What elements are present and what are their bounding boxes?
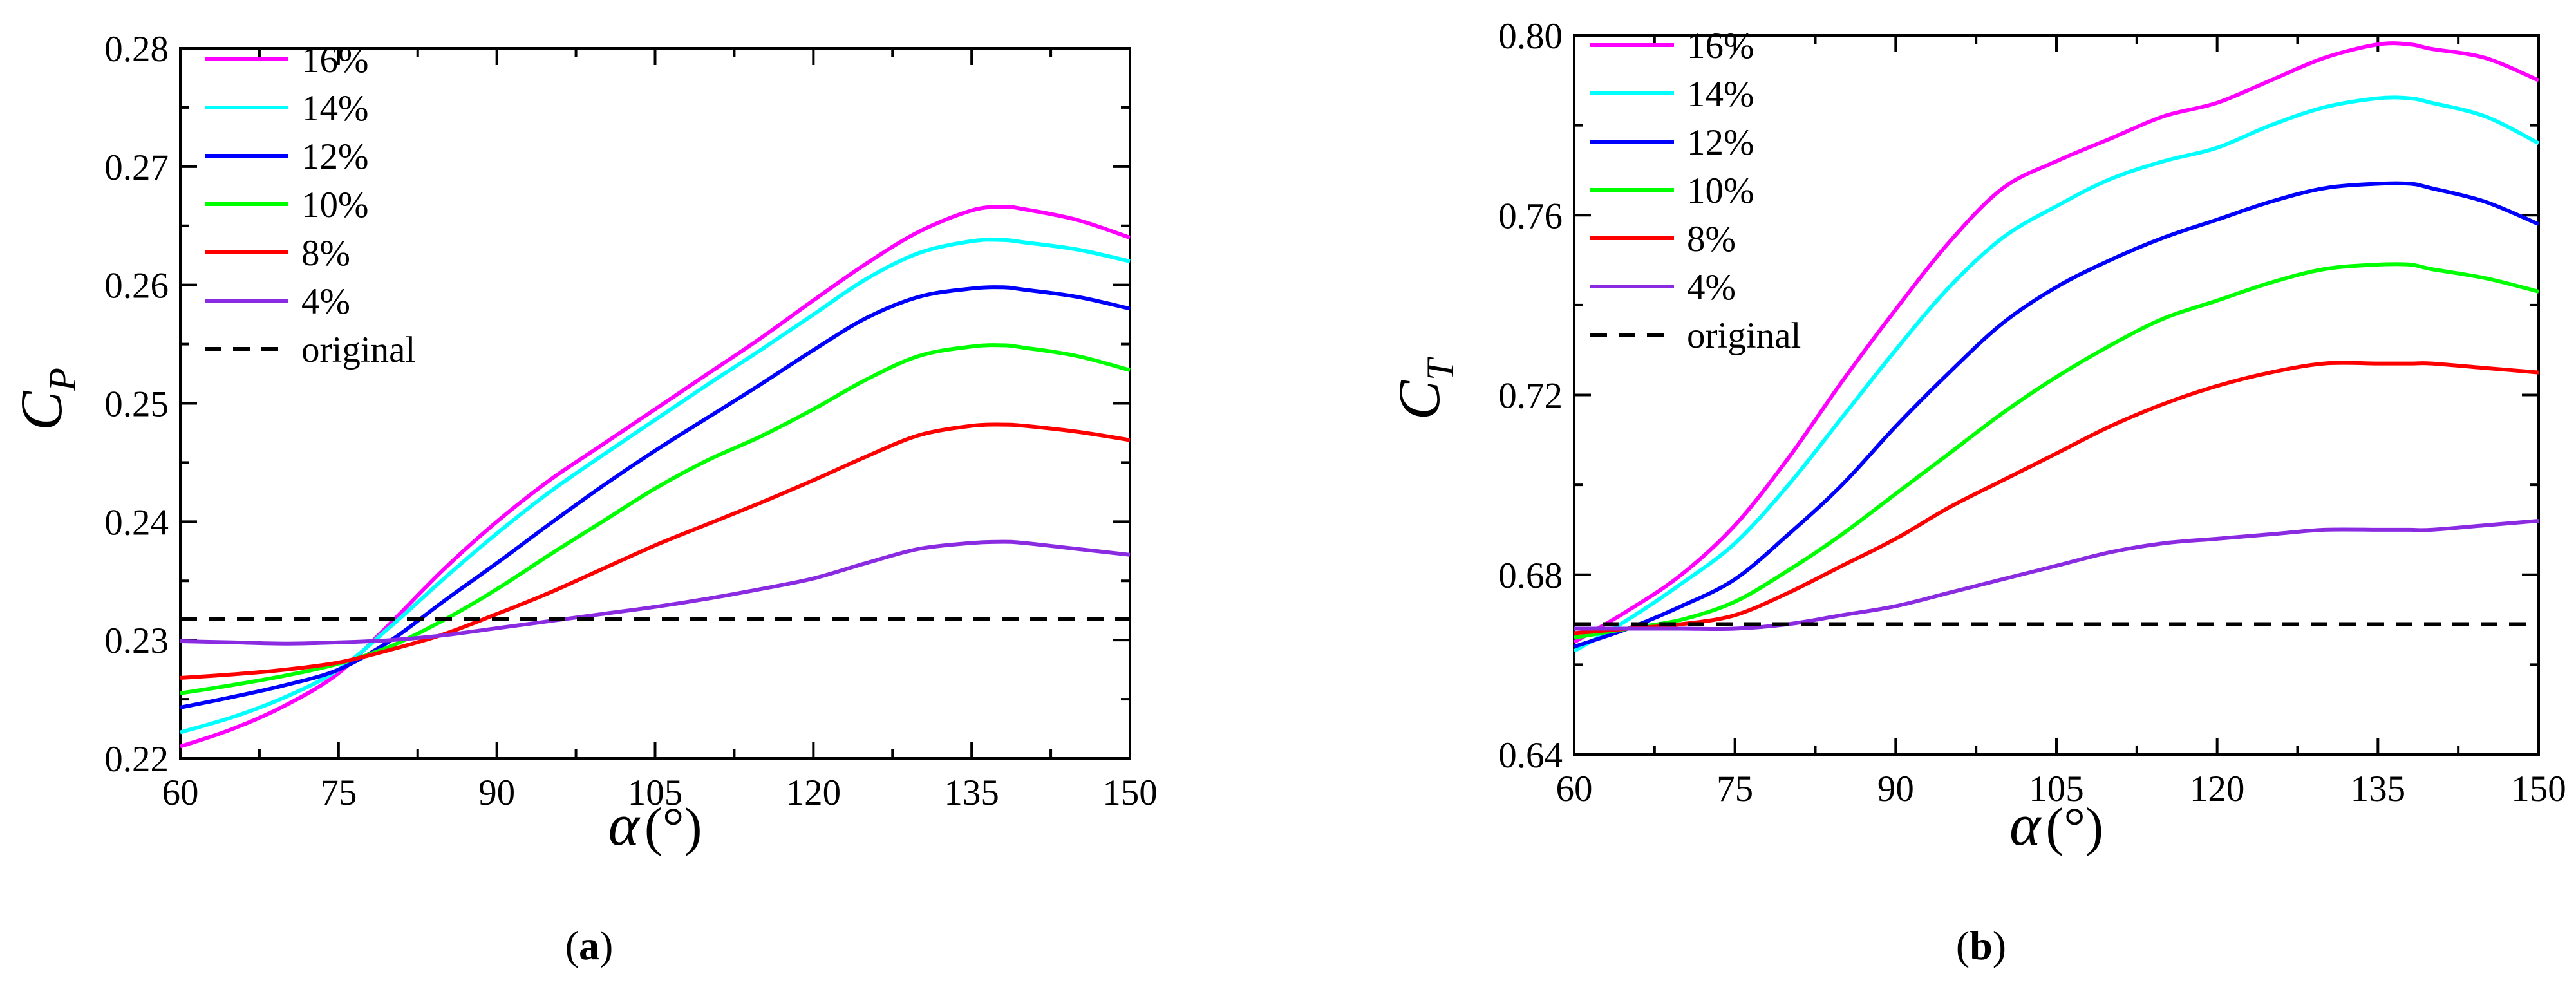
legend-label: 4% xyxy=(301,281,350,322)
y-axis-title-main: C xyxy=(1386,379,1452,420)
y-tick-label: 0.68 xyxy=(1498,556,1563,596)
x-tick-label: 150 xyxy=(1102,773,1158,813)
x-axis-title-unit: (°) xyxy=(2045,797,2103,857)
panel-caption: (a) xyxy=(565,923,614,968)
x-tick-label: 90 xyxy=(478,773,515,813)
x-tick-label: 60 xyxy=(162,773,199,813)
x-tick-label: 135 xyxy=(944,773,999,813)
panel-a-cp-chart: 60 75 90 105 120 135 150 0.22 0.23 0.24 0.25 0.26 0.… xyxy=(8,29,1158,968)
panel-caption-open: ( xyxy=(565,923,579,968)
panel-caption: (b) xyxy=(1956,923,2006,968)
x-tick-label: 135 xyxy=(2351,769,2406,809)
series-line-12pct xyxy=(1574,181,2540,649)
panel-caption-letter: a xyxy=(579,923,599,968)
x-tick-label: 120 xyxy=(2190,769,2245,809)
panel-b-ct-chart: 60 75 90 105 120 135 150 0.64 0.68 0.72 0.76 0.80 16… xyxy=(1386,16,2566,968)
panel-caption-open: ( xyxy=(1956,923,1970,968)
y-tick-label: 0.27 xyxy=(104,147,169,188)
x-tick-label: 60 xyxy=(1556,769,1593,809)
legend-label: 8% xyxy=(1687,219,1736,259)
legend-label: 14% xyxy=(1687,74,1754,115)
x-tick-label: 90 xyxy=(1877,769,1914,809)
x-tick-label: 150 xyxy=(2511,769,2566,809)
x-tick-label: 75 xyxy=(1716,769,1753,809)
y-tick-label: 0.64 xyxy=(1498,735,1563,776)
legend: 16% 14% 12% 10% 8% 4% original xyxy=(205,40,415,370)
series-line-8pct xyxy=(1574,361,2539,635)
panel-caption-letter: b xyxy=(1970,923,1993,968)
x-axis-title: α(°) xyxy=(608,792,702,858)
legend-label: 8% xyxy=(301,233,350,274)
legend-label: 16% xyxy=(301,40,368,80)
legend-label: 12% xyxy=(301,136,368,177)
x-tick-label: 105 xyxy=(2029,769,2084,809)
y-tick-label: 0.72 xyxy=(1498,376,1563,417)
x-axis-title-symbol: α xyxy=(2009,792,2042,858)
y-tick-label: 0.28 xyxy=(104,29,169,70)
y-axis-title: CP xyxy=(8,368,84,431)
series-line-4pct xyxy=(180,539,1131,646)
y-axis-title-subscript: P xyxy=(41,368,84,392)
y-tick-label: 0.22 xyxy=(104,739,169,780)
x-axis-title-unit: (°) xyxy=(644,797,702,857)
series-line-12pct xyxy=(180,285,1131,709)
legend-label: 14% xyxy=(301,88,368,129)
series-line-10pct xyxy=(1574,262,2539,640)
x-axis-title: α(°) xyxy=(2009,792,2103,858)
series-line-8pct xyxy=(180,422,1131,680)
y-tick-label: 0.23 xyxy=(104,621,169,661)
legend-label: 16% xyxy=(1687,26,1754,66)
legend-label: original xyxy=(1687,315,1801,356)
x-axis-title-symbol: α xyxy=(608,792,641,858)
series-line-4pct xyxy=(1574,519,2539,632)
legend: 16% 14% 12% 10% 8% 4% original xyxy=(1590,26,1801,356)
panel-caption-close: ) xyxy=(1993,923,2006,968)
y-axis-title-main: C xyxy=(8,390,74,431)
x-tick-label: 120 xyxy=(786,773,841,813)
y-tick-label: 0.25 xyxy=(104,384,169,425)
legend-label: 4% xyxy=(1687,267,1736,308)
series-line-16pct xyxy=(1573,41,2540,644)
legend-label: 10% xyxy=(1687,171,1754,211)
series-line-14pct xyxy=(1573,95,2540,653)
x-tick-label: 75 xyxy=(320,773,357,813)
panel-caption-close: ) xyxy=(599,923,613,968)
y-tick-label: 0.80 xyxy=(1498,16,1563,57)
y-tick-label: 0.26 xyxy=(104,266,169,306)
x-tick-label: 105 xyxy=(628,773,683,813)
legend-label: original xyxy=(301,330,415,370)
y-tick-label: 0.76 xyxy=(1498,196,1563,236)
y-tick-label: 0.24 xyxy=(104,502,169,543)
y-axis-title-subscript: T xyxy=(1419,357,1462,380)
y-axis-title: CT xyxy=(1386,357,1462,420)
legend-label: 10% xyxy=(301,185,368,225)
legend-label: 12% xyxy=(1687,122,1754,163)
